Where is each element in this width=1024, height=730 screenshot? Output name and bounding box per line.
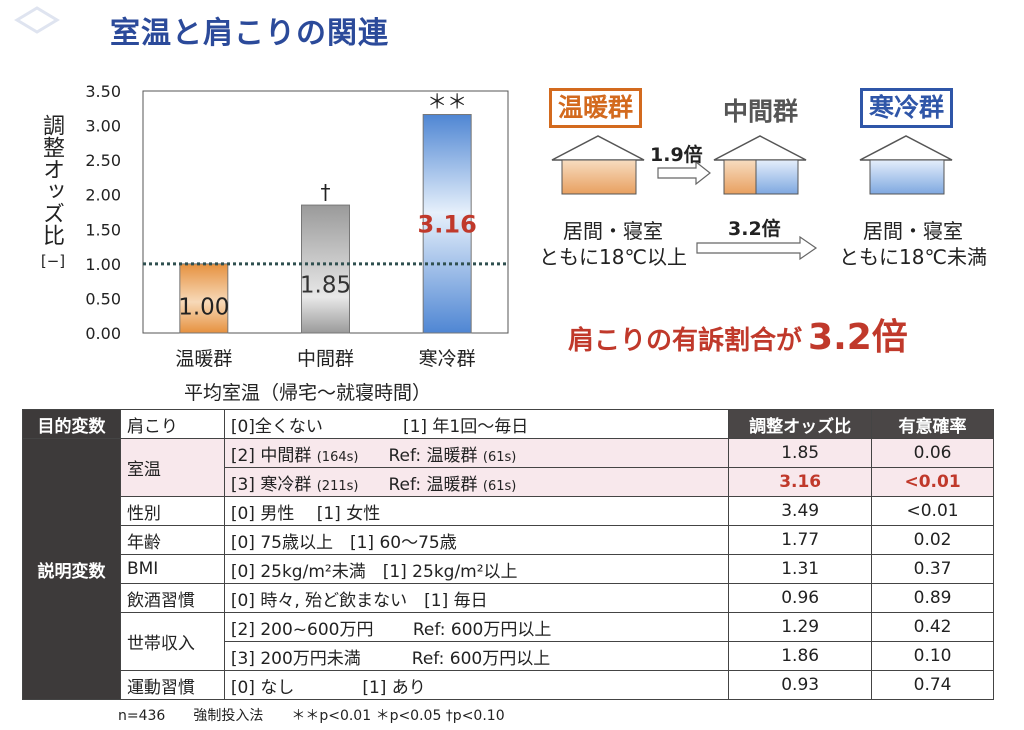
headline-value: 3.2倍 bbox=[808, 317, 908, 358]
table-row: 運動習慣 [0] なし [1] あり 0.93 0.74 bbox=[23, 670, 994, 700]
bar bbox=[301, 204, 350, 334]
headline-text: 肩こりの有訴割合が bbox=[568, 326, 803, 356]
or-cell: 0.93 bbox=[728, 670, 873, 700]
var-cell: BMI bbox=[119, 554, 225, 584]
table-row: 飲酒習慣 [0] 時々, 殆ど飲まない [1] 毎日 0.96 0.89 bbox=[23, 583, 994, 613]
def-cell: [0] 75歳以上 [1] 60〜75歳 bbox=[223, 525, 730, 555]
var-cell: 性別 bbox=[119, 496, 225, 526]
cold-group-label: 寒冷群 bbox=[860, 88, 954, 128]
corner-decoration bbox=[14, 6, 60, 34]
multiplier-large: 3.2倍 bbox=[728, 218, 781, 240]
p-cell: 0.74 bbox=[871, 670, 994, 700]
or-cell: 1.77 bbox=[728, 525, 873, 555]
arrow-large bbox=[696, 235, 818, 261]
p-value-header: 有意確率 bbox=[871, 409, 994, 439]
var-cell: 年齢 bbox=[119, 525, 225, 555]
page-title: 室温と肩こりの関連 bbox=[110, 16, 389, 51]
def-cell: [0] 時々, 殆ど飲まない [1] 毎日 bbox=[223, 583, 730, 613]
y-tick-label: 1.50 bbox=[85, 220, 121, 239]
y-tick-label: 2.50 bbox=[85, 151, 121, 170]
var-cell: 飲酒習慣 bbox=[119, 583, 225, 613]
multiplier-small: 1.9倍 bbox=[650, 144, 703, 166]
bar-value-label: 1.00 bbox=[178, 295, 229, 321]
y-tick-label: 2.00 bbox=[85, 186, 121, 205]
footnote-method: 強制投入法 bbox=[193, 708, 264, 724]
def-cell: [3] 寒冷群 (211s) Ref: 温暖群 (61s) bbox=[223, 467, 730, 497]
table-row: 年齢 [0] 75歳以上 [1] 60〜75歳 1.77 0.02 bbox=[23, 525, 994, 555]
x-tick-label: 温暖群 bbox=[175, 348, 232, 370]
table-row: 世帯収入 [2] 200~600万円 Ref: 600万円以上 1.29 0.4… bbox=[23, 612, 994, 671]
var-cell: 室温 bbox=[119, 438, 225, 497]
table-row: 性別 [0] 男性 [1] 女性 3.49 <0.01 bbox=[23, 496, 994, 526]
bar-value-label: 1.85 bbox=[300, 272, 351, 298]
def-cell: [3] 200万円未満 Ref: 600万円以上 bbox=[223, 641, 730, 671]
table-row: BMI [0] 25kg/m²未満 [1] 25kg/m²以上 1.31 0.3… bbox=[23, 554, 994, 584]
house-cold bbox=[859, 135, 953, 195]
dependent-definition: [0]全くない [1] 年1回〜毎日 bbox=[223, 409, 730, 439]
y-tick-label: 3.00 bbox=[85, 117, 121, 136]
p-cell: 0.02 bbox=[871, 525, 994, 555]
def-cell: [0] なし [1] あり bbox=[223, 670, 730, 700]
warm-group-label: 温暖群 bbox=[549, 88, 643, 128]
table-row: [3] 寒冷群 (211s) Ref: 温暖群 (61s) 3.16 <0.01 bbox=[23, 467, 994, 497]
regression-table: 目的変数 肩こり [0]全くない [1] 年1回〜毎日 調整オッズ比 有意確率 説… bbox=[22, 409, 994, 700]
chart-area: 0.00 0.50 1.00 1.50 2.00 2.50 3.00 3.50 1.00 1.8… bbox=[85, 82, 953, 370]
or-cell: 3.16 bbox=[728, 467, 873, 497]
or-cell: 1.29 bbox=[728, 612, 873, 642]
y-axis-label: 調整オッズ比 [−] bbox=[39, 114, 66, 270]
dependent-variable: 肩こり bbox=[119, 409, 225, 439]
p-cell: <0.01 bbox=[871, 496, 994, 526]
def-cell: [2] 200~600万円 Ref: 600万円以上 bbox=[223, 612, 730, 642]
p-cell: 0.42 bbox=[871, 612, 994, 642]
var-cell: 運動習慣 bbox=[119, 670, 225, 700]
p-cell: 0.37 bbox=[871, 554, 994, 584]
arrow-small bbox=[657, 160, 711, 186]
significance-mark: † bbox=[321, 180, 331, 204]
x-axis-title: 平均室温（帰宅〜就寝時間） bbox=[184, 382, 432, 404]
odds-ratio-header: 調整オッズ比 bbox=[728, 409, 873, 439]
or-cell: 0.96 bbox=[728, 583, 873, 613]
y-tick-label: 3.50 bbox=[85, 82, 121, 101]
x-tick-label: 寒冷群 bbox=[419, 348, 476, 370]
warm-description: 居間・寝室 ともに18℃以上 bbox=[539, 219, 687, 269]
var-cell: 世帯収入 bbox=[119, 612, 225, 671]
y-tick-label: 0.50 bbox=[85, 289, 121, 308]
house-warm bbox=[551, 135, 645, 195]
def-cell: [0] 男性 [1] 女性 bbox=[223, 496, 730, 526]
p-cell: 0.10 bbox=[871, 641, 994, 671]
mid-group-label: 中間群 bbox=[723, 97, 799, 126]
y-tick-label: 0.00 bbox=[85, 324, 121, 343]
or-cell: 1.85 bbox=[728, 438, 873, 468]
footnote-n: n=436 bbox=[118, 708, 166, 724]
significance-mark: ＊＊ bbox=[427, 90, 467, 114]
bar bbox=[179, 263, 229, 334]
y-tick-label: 1.00 bbox=[85, 255, 121, 274]
p-cell: 0.06 bbox=[871, 438, 994, 468]
or-cell: 1.31 bbox=[728, 554, 873, 584]
table-row: 目的変数 肩こり [0]全くない [1] 年1回〜毎日 調整オッズ比 有意確率 bbox=[22, 409, 994, 439]
footnote-significance: ＊＊p<0.01 ＊p<0.05 †p<0.10 bbox=[291, 708, 505, 724]
cold-description: 居間・寝室 ともに18℃未満 bbox=[839, 219, 987, 269]
headline: 肩こりの有訴割合が 3.2倍 bbox=[568, 308, 908, 360]
bar bbox=[422, 114, 472, 334]
explanatory-header: 説明変数 bbox=[22, 438, 121, 700]
x-tick-label: 中間群 bbox=[297, 348, 354, 370]
p-cell: <0.01 bbox=[871, 467, 994, 497]
def-cell: [0] 25kg/m²未満 [1] 25kg/m²以上 bbox=[223, 554, 730, 584]
house-mid bbox=[713, 135, 807, 195]
table-row: [3] 200万円未満 Ref: 600万円以上 1.86 0.10 bbox=[23, 641, 994, 671]
bar-value-label: 3.16 bbox=[418, 211, 477, 239]
or-cell: 1.86 bbox=[728, 641, 873, 671]
def-cell: [2] 中間群 (164s) Ref: 温暖群 (61s) bbox=[223, 438, 730, 468]
footnote: n=436 強制投入法 ＊＊p<0.01 ＊p<0.05 †p<0.10 bbox=[118, 705, 533, 725]
dependent-header: 目的変数 bbox=[22, 409, 121, 439]
p-cell: 0.89 bbox=[871, 583, 994, 613]
or-cell: 3.49 bbox=[728, 496, 873, 526]
table-row: 説明変数 室温 [2] 中間群 (164s) Ref: 温暖群 (61s) 1.8… bbox=[22, 438, 994, 700]
